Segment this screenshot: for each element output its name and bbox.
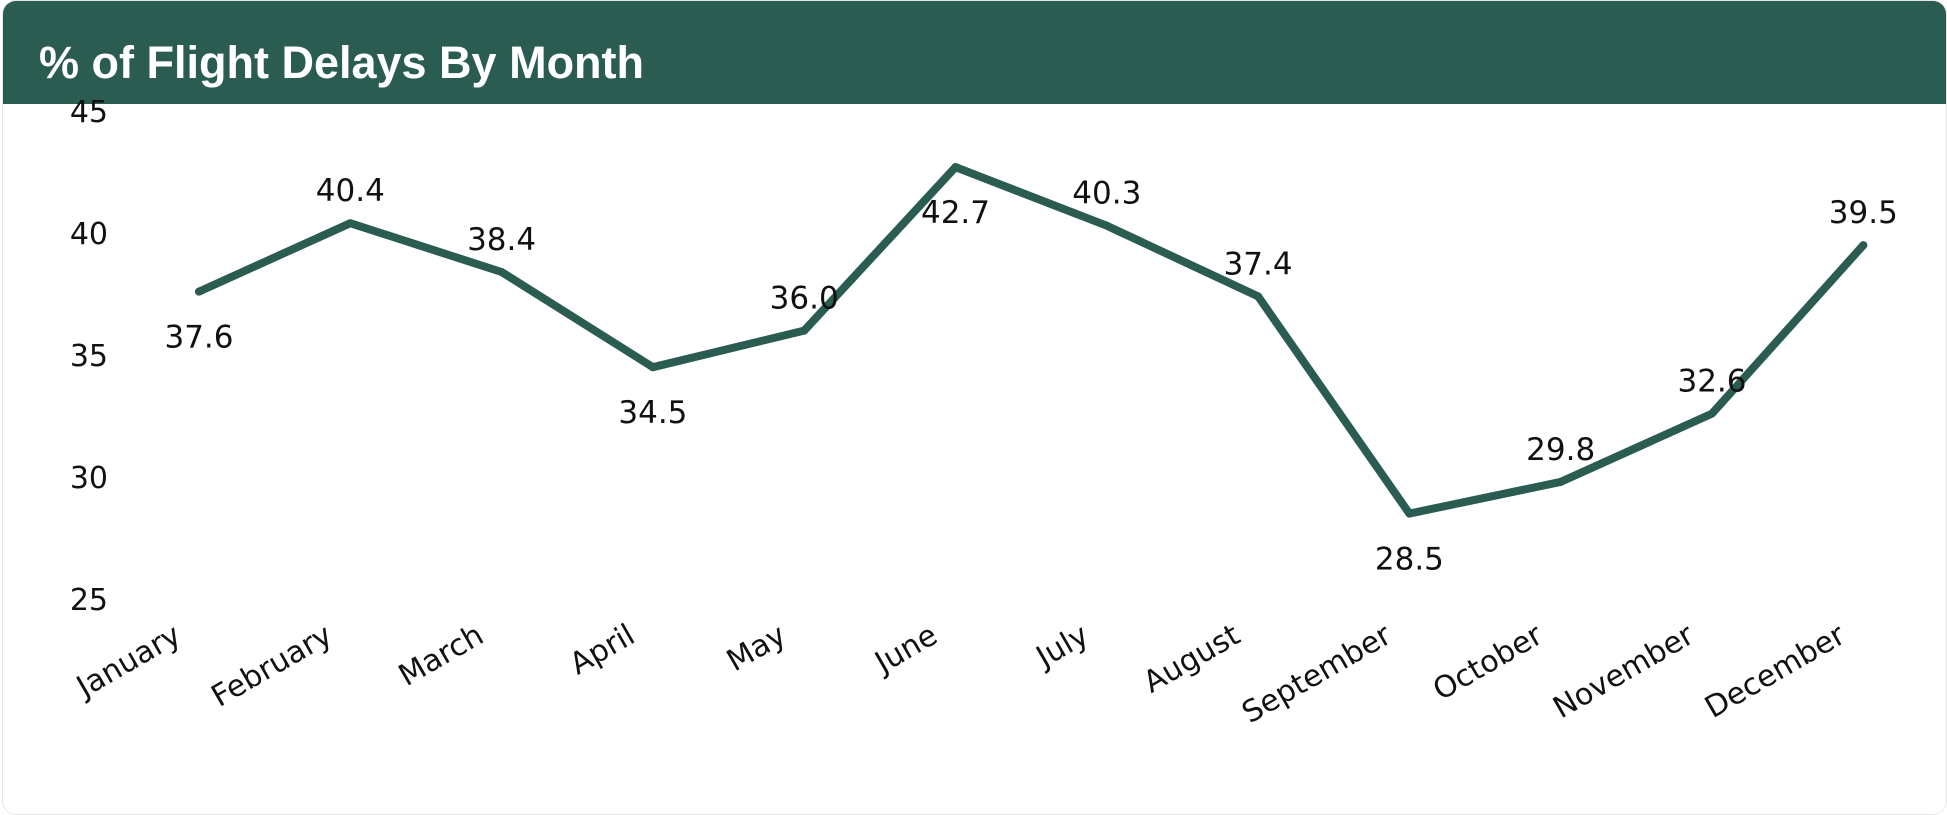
y-tick-label: 35	[70, 339, 108, 374]
x-tick-label-july: July	[1029, 618, 1095, 676]
y-axis: 25 30 35 40 45	[70, 95, 108, 618]
x-tick-label-may: May	[721, 618, 792, 679]
y-tick-label: 25	[70, 583, 108, 618]
data-point-january	[195, 287, 203, 296]
x-tick-label-december: December	[1699, 617, 1852, 725]
data-label-november: 32.6	[1677, 364, 1746, 400]
data-point-november	[1708, 409, 1716, 418]
series-line	[195, 163, 1868, 518]
data-label-february: 40.4	[316, 173, 385, 209]
data-point-march	[497, 268, 506, 277]
x-tick-label-february: February	[206, 618, 339, 715]
data-label-june: 42.7	[921, 195, 990, 231]
data-labels: 37.6 40.4 38.4 34.5 36.0 42.7 40.3 37.4 28.5 29.8…	[164, 173, 1897, 577]
x-tick-label-june: June	[868, 618, 944, 682]
data-label-may: 36.0	[770, 281, 839, 317]
data-label-october: 29.8	[1526, 432, 1595, 468]
data-point-may	[800, 326, 809, 335]
data-label-september: 28.5	[1375, 542, 1444, 578]
x-tick-label-september: September	[1236, 617, 1398, 731]
x-tick-label-january: January	[69, 618, 187, 706]
y-tick-label: 30	[70, 461, 108, 496]
data-point-december	[1859, 241, 1868, 250]
x-tick-label-march: March	[393, 618, 490, 694]
data-label-july: 40.3	[1072, 176, 1141, 212]
data-label-march: 38.4	[467, 222, 536, 258]
data-point-april	[648, 363, 657, 372]
x-tick-label-april: April	[564, 618, 641, 683]
x-tick-label-october: October	[1427, 617, 1549, 708]
chart-title: % of Flight Delays By Month	[39, 37, 645, 88]
series-layer	[195, 163, 1868, 518]
x-axis: January February March April May June July Augu…	[69, 617, 1852, 731]
chart-header: % of Flight Delays By Month	[3, 1, 1946, 104]
x-tick-label-august: August	[1138, 618, 1247, 701]
data-label-january: 37.6	[164, 320, 233, 356]
data-point-july	[1102, 221, 1111, 230]
data-point-october	[1556, 477, 1565, 486]
data-point-august	[1254, 292, 1263, 301]
data-point-september	[1405, 509, 1414, 518]
data-label-april: 34.5	[618, 395, 687, 431]
data-label-december: 39.5	[1829, 195, 1898, 231]
data-point-june	[951, 163, 960, 172]
data-label-august: 37.4	[1224, 246, 1293, 282]
data-point-february	[346, 219, 355, 228]
y-tick-label: 45	[70, 95, 108, 130]
x-tick-label-november: November	[1547, 617, 1700, 726]
y-tick-label: 40	[70, 217, 108, 252]
